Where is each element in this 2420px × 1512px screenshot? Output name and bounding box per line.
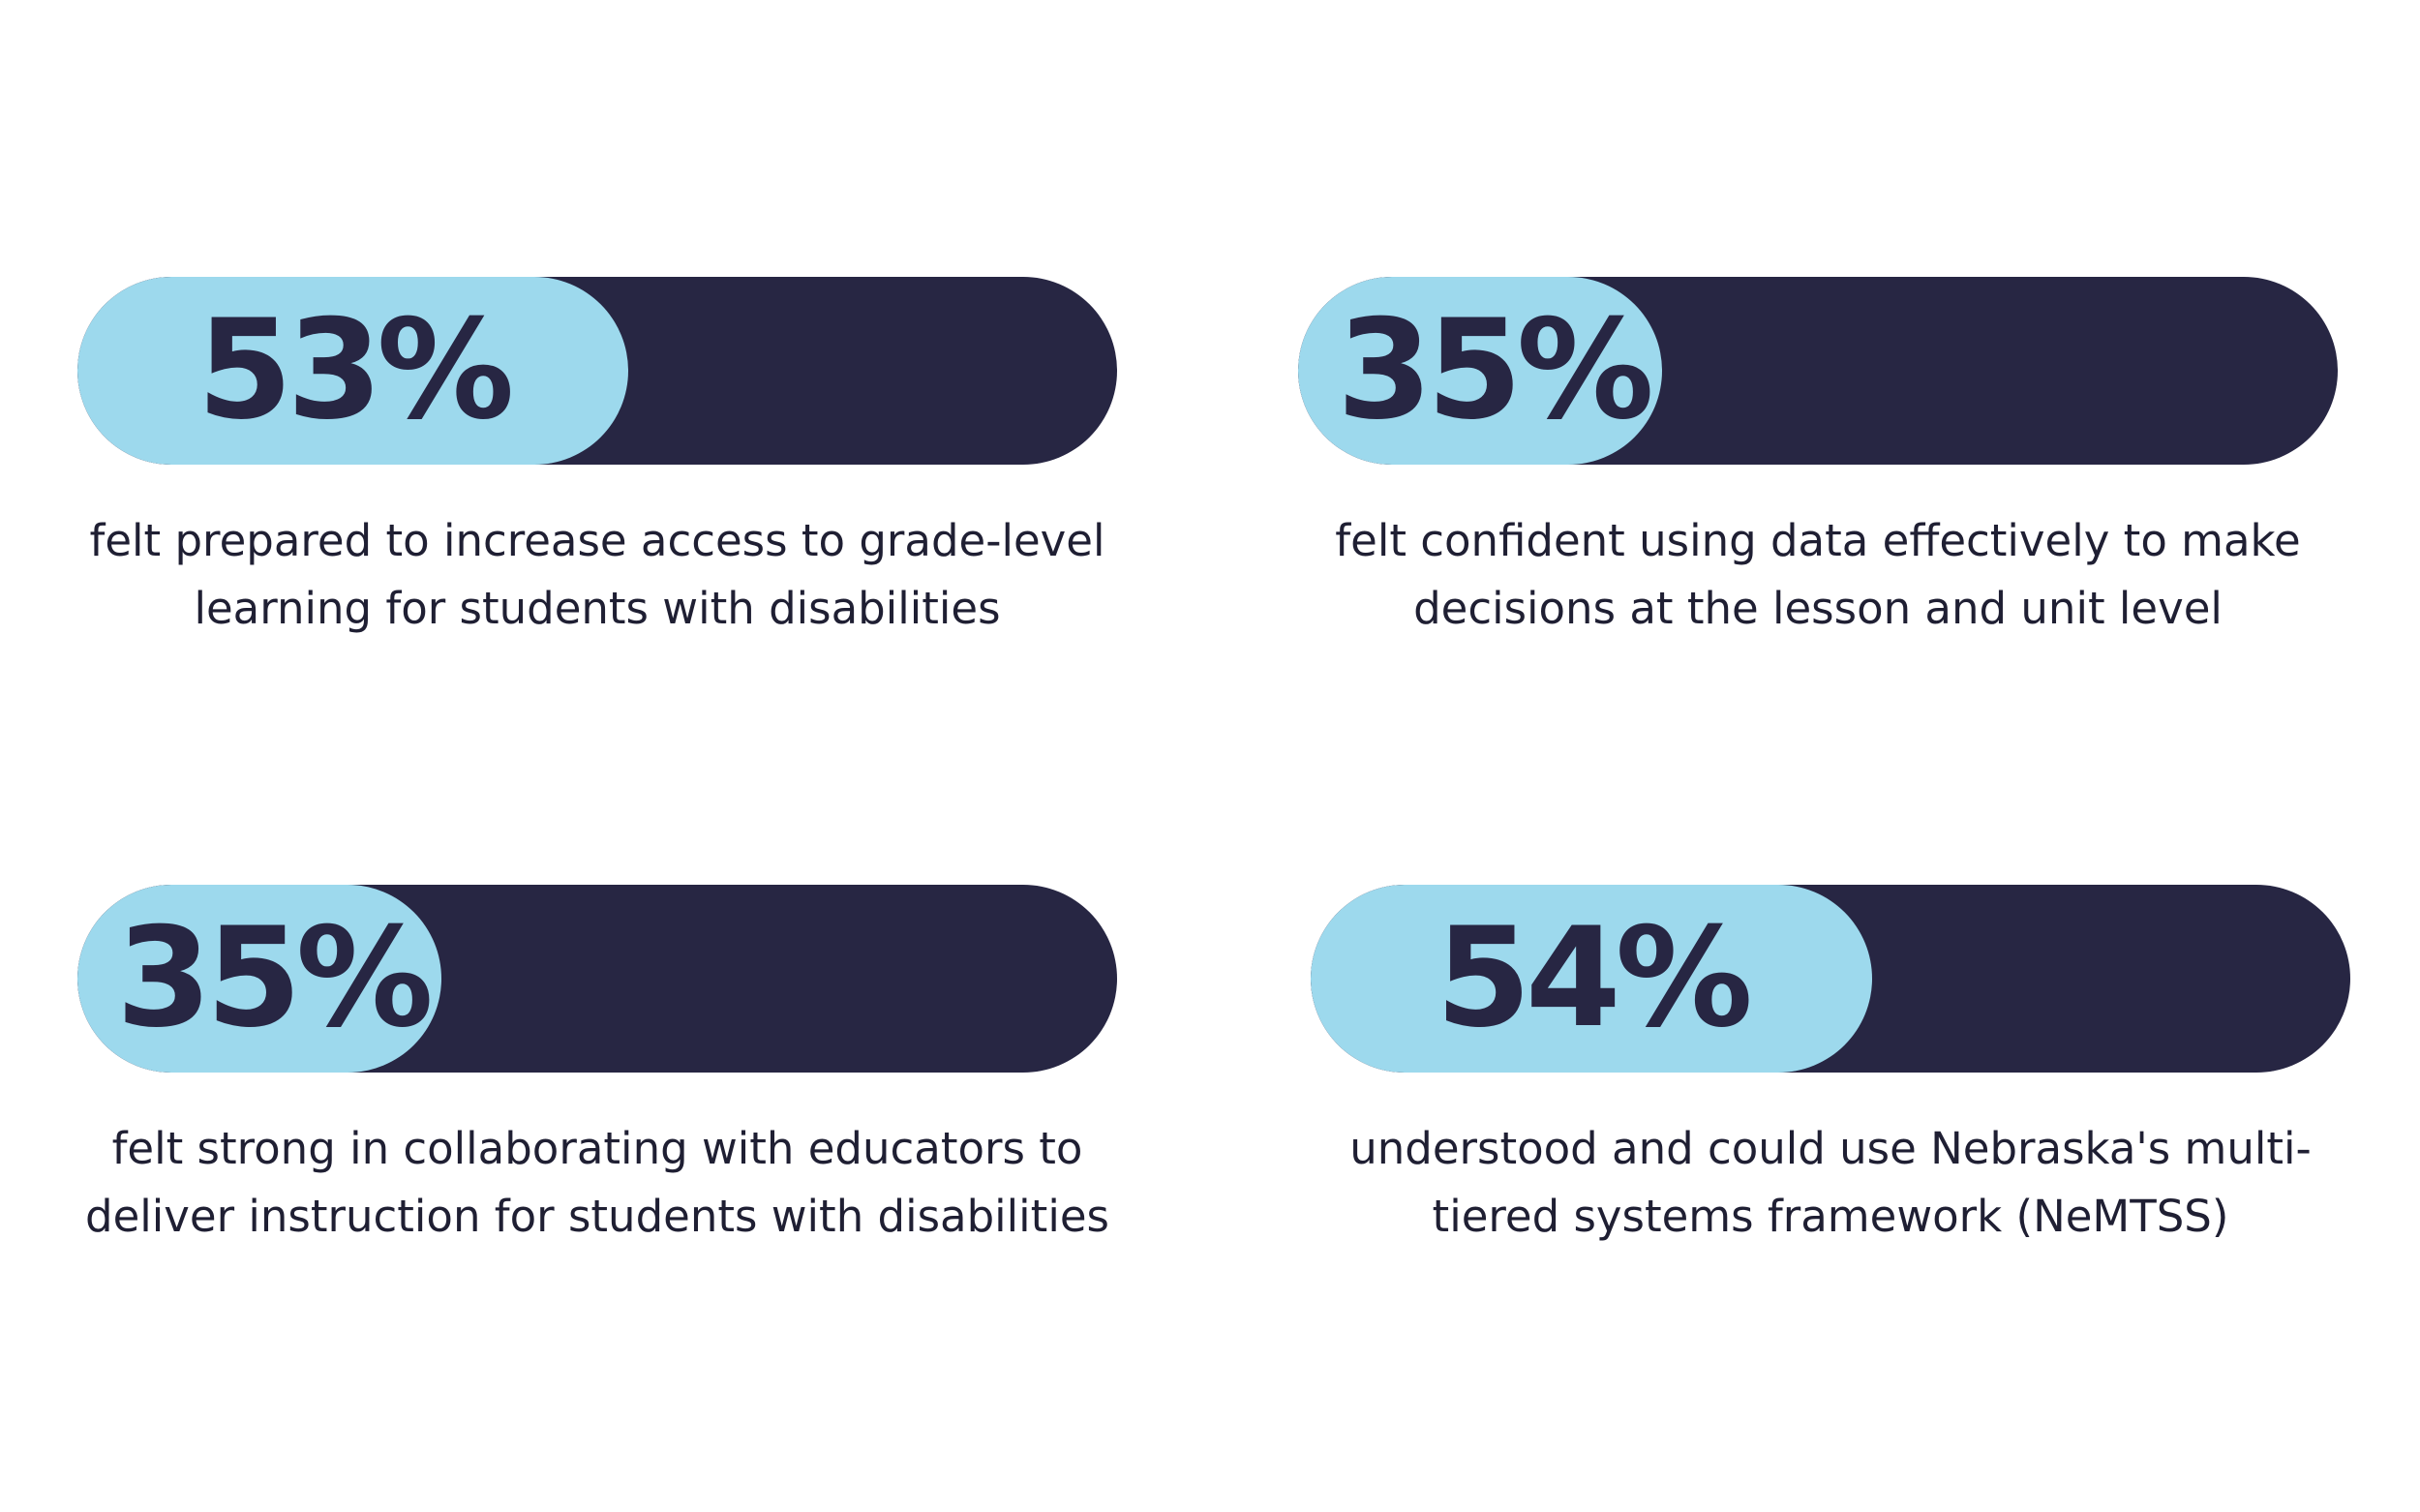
stat-card-2: 35% felt confident using data effectivel… xyxy=(1298,277,2344,643)
progress-track: 53% xyxy=(77,277,1117,465)
progress-track: 54% xyxy=(1311,885,2350,1073)
percent-value: 53% xyxy=(197,290,515,450)
stat-card-1: 53% felt prepared to increase access to … xyxy=(77,277,1123,643)
stat-card-4: 54% understood and could use Nebraska's … xyxy=(1311,885,2356,1251)
stat-caption: felt confident using data effectively to… xyxy=(1335,515,2301,634)
stat-caption: felt strong in collaborating with educat… xyxy=(85,1123,1109,1242)
progress-fill xyxy=(1298,277,1662,465)
stat-card-3: 35% felt strong in collaborating with ed… xyxy=(77,885,1123,1251)
percent-value: 35% xyxy=(116,898,434,1058)
percent-value: 54% xyxy=(1436,898,1753,1058)
stat-caption: felt prepared to increase access to grad… xyxy=(89,515,1105,634)
stat-caption: understood and could use Nebraska's mult… xyxy=(1349,1123,2312,1242)
progress-fill xyxy=(77,885,441,1073)
percent-value: 35% xyxy=(1337,290,1654,450)
progress-track: 35% xyxy=(1298,277,2338,465)
progress-fill xyxy=(1311,885,1872,1073)
progress-fill xyxy=(77,277,628,465)
progress-track: 35% xyxy=(77,885,1117,1073)
